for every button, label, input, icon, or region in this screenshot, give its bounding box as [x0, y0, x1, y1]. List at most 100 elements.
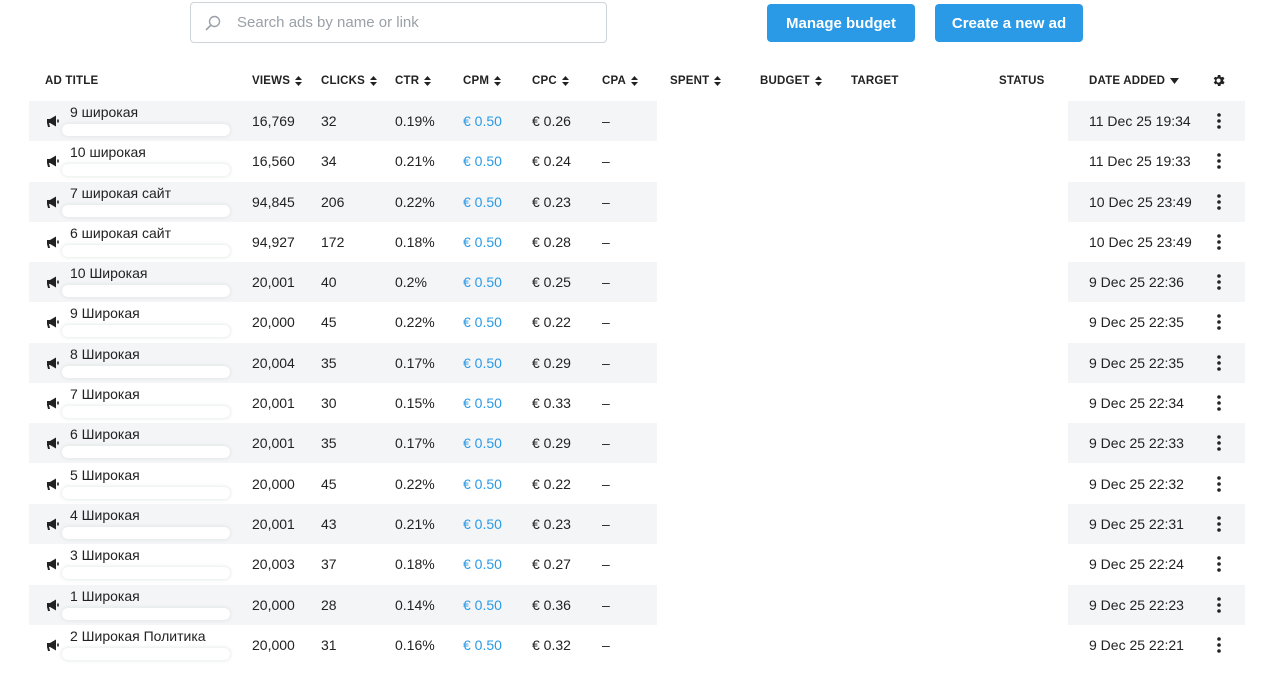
- date-added-value: 9 Dec 25 22:36: [1089, 274, 1184, 291]
- search-input[interactable]: [237, 3, 606, 42]
- date-added-value: 9 Dec 25 22:34: [1089, 395, 1184, 412]
- more-vertical-icon[interactable]: [1212, 596, 1226, 614]
- more-vertical-icon[interactable]: [1212, 193, 1226, 211]
- header-views[interactable]: VIEWS: [252, 70, 303, 92]
- ad-title[interactable]: 3 Широкая: [70, 547, 140, 564]
- row-background-date: [1068, 342, 1245, 383]
- cpm-value[interactable]: € 0.50: [463, 354, 502, 371]
- table-row[interactable]: 8 Широкая 20,004 35 0.17% € 0.50 € 0.29 …: [0, 342, 1280, 383]
- date-added-value: 9 Dec 25 22:32: [1089, 475, 1184, 492]
- cpm-value[interactable]: € 0.50: [463, 556, 502, 573]
- more-vertical-icon[interactable]: [1212, 394, 1226, 412]
- create-ad-button[interactable]: Create a new ad: [935, 4, 1083, 42]
- date-added-value: 11 Dec 25 19:34: [1089, 113, 1191, 129]
- ad-link-redacted: [62, 446, 230, 459]
- ad-link-redacted: [62, 647, 230, 660]
- sort-desc-icon: [1170, 78, 1180, 84]
- cpm-value[interactable]: € 0.50: [463, 435, 502, 452]
- table-row[interactable]: 4 Широкая 20,001 43 0.21% € 0.50 € 0.23 …: [0, 503, 1280, 544]
- cpm-value[interactable]: € 0.50: [463, 515, 502, 532]
- header-target-label: TARGET: [851, 75, 899, 87]
- header-clicks[interactable]: CLICKS: [321, 70, 378, 92]
- clicks-value: 37: [321, 556, 337, 573]
- ad-title[interactable]: 6 Широкая: [70, 426, 140, 443]
- ad-link-redacted: [62, 325, 230, 338]
- cpm-value[interactable]: € 0.50: [463, 636, 502, 653]
- cpc-value: € 0.36: [532, 596, 571, 613]
- table-row[interactable]: 5 Широкая 20,000 45 0.22% € 0.50 € 0.22 …: [0, 464, 1280, 504]
- header-budget[interactable]: BUDGET: [760, 70, 822, 92]
- cpm-value[interactable]: € 0.50: [463, 153, 502, 170]
- date-added-value: 11 Dec 25 19:33: [1089, 153, 1191, 170]
- cpa-value: –: [602, 395, 610, 412]
- more-vertical-icon[interactable]: [1212, 112, 1226, 130]
- ctr-value: 0.22%: [395, 475, 435, 492]
- table-row[interactable]: 6 Широкая 20,001 35 0.17% € 0.50 € 0.29 …: [0, 423, 1280, 464]
- header-ctr[interactable]: CTR: [395, 70, 432, 92]
- ad-title[interactable]: 2 Широкая Политика: [70, 627, 206, 644]
- more-vertical-icon[interactable]: [1212, 475, 1226, 493]
- cpm-value[interactable]: € 0.50: [463, 314, 502, 331]
- cpc-value: € 0.33: [532, 395, 571, 412]
- cpm-value[interactable]: € 0.50: [463, 233, 502, 250]
- ad-title[interactable]: 10 широкая: [70, 144, 146, 161]
- table-row[interactable]: 7 широкая сайт 94,845 206 0.22% € 0.50 €…: [0, 181, 1280, 222]
- ad-title[interactable]: 1 Широкая: [70, 587, 140, 604]
- cpm-value[interactable]: € 0.50: [463, 596, 502, 613]
- megaphone-icon: [47, 639, 59, 651]
- ads-table-body: 9 широкая 16,769 32 0.19% € 0.50 € 0.26 …: [0, 101, 1280, 665]
- ad-title[interactable]: 4 Широкая: [70, 506, 140, 523]
- table-row[interactable]: 3 Широкая 20,003 37 0.18% € 0.50 € 0.27 …: [0, 544, 1280, 584]
- table-row[interactable]: 9 Широкая 20,000 45 0.22% € 0.50 € 0.22 …: [0, 302, 1280, 342]
- table-row[interactable]: 9 широкая 16,769 32 0.19% € 0.50 € 0.26 …: [0, 101, 1280, 141]
- ad-link-redacted: [62, 406, 230, 419]
- ad-title[interactable]: 6 широкая сайт: [70, 224, 172, 241]
- header-cpa[interactable]: CPA: [602, 70, 639, 92]
- header-cpm[interactable]: CPM: [463, 70, 502, 92]
- cpm-value[interactable]: € 0.50: [463, 274, 502, 291]
- ad-title[interactable]: 8 Широкая: [70, 345, 140, 362]
- table-row[interactable]: 2 Широкая Политика 20,000 31 0.16% € 0.5…: [0, 625, 1280, 665]
- sort-icon: [370, 76, 378, 86]
- more-vertical-icon[interactable]: [1212, 434, 1226, 452]
- search-box[interactable]: [190, 2, 607, 43]
- table-row[interactable]: 6 широкая сайт 94,927 172 0.18% € 0.50 €…: [0, 222, 1280, 262]
- more-vertical-icon[interactable]: [1212, 152, 1226, 170]
- header-spent[interactable]: SPENT: [670, 70, 722, 92]
- more-vertical-icon[interactable]: [1212, 233, 1226, 251]
- cpm-value[interactable]: € 0.50: [463, 395, 502, 412]
- header-ad-title-label: AD TITLE: [45, 75, 99, 87]
- table-row[interactable]: 10 Широкая 20,001 40 0.2% € 0.50 € 0.25 …: [0, 262, 1280, 303]
- sort-icon: [714, 76, 722, 86]
- more-vertical-icon[interactable]: [1212, 313, 1226, 331]
- more-vertical-icon[interactable]: [1212, 273, 1226, 291]
- table-row[interactable]: 10 широкая 16,560 34 0.21% € 0.50 € 0.24…: [0, 141, 1280, 181]
- more-vertical-icon[interactable]: [1212, 555, 1226, 573]
- more-vertical-icon[interactable]: [1212, 636, 1226, 654]
- more-vertical-icon[interactable]: [1212, 515, 1226, 533]
- table-row[interactable]: 7 Широкая 20,001 30 0.15% € 0.50 € 0.33 …: [0, 383, 1280, 423]
- ad-title[interactable]: 9 широкая: [70, 104, 139, 120]
- ad-title[interactable]: 7 Широкая: [70, 386, 140, 403]
- ad-title[interactable]: 9 Широкая: [70, 305, 140, 322]
- cpm-value[interactable]: € 0.50: [463, 475, 502, 492]
- manage-budget-button[interactable]: Manage budget: [767, 4, 915, 42]
- views-value: 20,003: [252, 556, 295, 573]
- header-target: TARGET: [851, 70, 899, 92]
- cpa-value: –: [602, 153, 610, 170]
- ad-link-redacted: [62, 607, 230, 620]
- date-added-value: 9 Dec 25 22:35: [1089, 314, 1184, 331]
- table-row[interactable]: 1 Широкая 20,000 28 0.14% € 0.50 € 0.36 …: [0, 584, 1280, 625]
- ad-title[interactable]: 10 Широкая: [70, 265, 148, 282]
- ad-title[interactable]: 7 широкая сайт: [70, 184, 172, 201]
- header-date-added[interactable]: DATE ADDED: [1089, 70, 1180, 92]
- header-cpc[interactable]: CPC: [532, 70, 569, 92]
- row-background-date: [1068, 584, 1245, 625]
- megaphone-icon: [47, 558, 59, 571]
- date-added-value: 9 Dec 25 22:24: [1089, 556, 1184, 573]
- cpm-value[interactable]: € 0.50: [463, 193, 502, 210]
- cpm-value[interactable]: € 0.50: [463, 113, 502, 129]
- gear-icon[interactable]: [1211, 73, 1226, 88]
- more-vertical-icon[interactable]: [1212, 354, 1226, 372]
- ad-title[interactable]: 5 Широкая: [70, 466, 140, 483]
